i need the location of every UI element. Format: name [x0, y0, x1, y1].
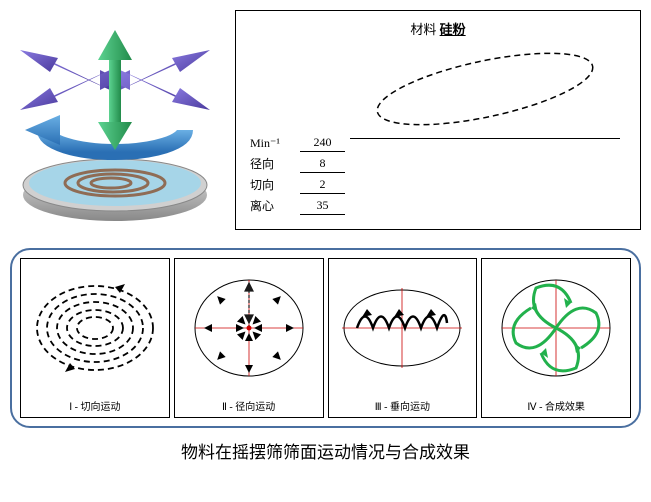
- radial-diagram: [189, 273, 309, 383]
- cell-vertical: Ⅲ - 垂向运动: [328, 258, 478, 418]
- param-label: 离心: [250, 196, 298, 215]
- cell-label: Ⅰ - 切向运动: [21, 398, 169, 413]
- param-value: 240: [300, 133, 345, 152]
- spiral-diagram: [30, 273, 160, 383]
- cell-radial: Ⅱ - 径向运动: [174, 258, 324, 418]
- param-value: 8: [300, 154, 345, 173]
- motion-3d-diagram: [10, 10, 220, 230]
- motion-types-panel: Ⅰ - 切向运动 Ⅱ - 径向运动: [10, 248, 641, 428]
- param-value: 35: [300, 196, 345, 215]
- baseline: [350, 138, 620, 139]
- parameter-table: Min⁻¹240 径向8 切向2 离心35: [248, 131, 347, 217]
- title-prefix: 材料: [410, 22, 439, 37]
- motion-trace-oval: [360, 49, 610, 129]
- material-title: 材料 硅粉: [244, 19, 632, 38]
- combined-diagram: [496, 273, 616, 383]
- cell-label: Ⅲ - 垂向运动: [329, 398, 477, 413]
- param-label: 径向: [250, 154, 298, 173]
- material-name: 硅粉: [440, 22, 466, 37]
- vertical-diagram: [337, 273, 467, 383]
- cell-tangential: Ⅰ - 切向运动: [20, 258, 170, 418]
- material-info-box: 材料 硅粉 Min⁻¹240 径向8 切向2 离心35: [235, 10, 641, 230]
- param-value: 2: [300, 175, 345, 194]
- cell-label: Ⅱ - 径向运动: [175, 398, 323, 413]
- cell-label: Ⅳ - 合成效果: [482, 398, 630, 413]
- param-label: 切向: [250, 175, 298, 194]
- bottom-caption: 物料在摇摆筛筛面运动情况与合成效果: [10, 428, 641, 463]
- cell-combined: Ⅳ - 合成效果: [481, 258, 631, 418]
- param-label: Min⁻¹: [250, 133, 298, 152]
